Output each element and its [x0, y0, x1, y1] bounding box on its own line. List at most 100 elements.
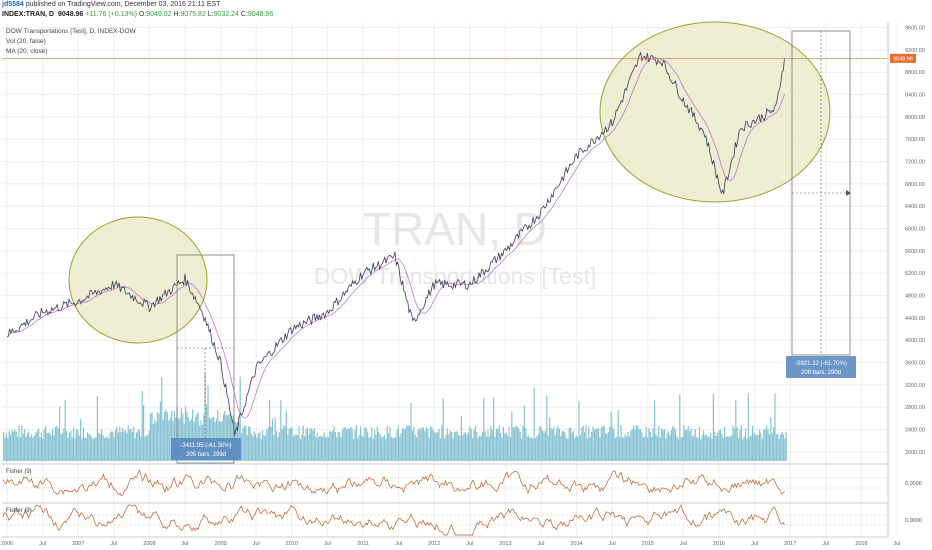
volume-bar [735, 399, 737, 461]
volume-bar [406, 425, 408, 461]
volume-bar [488, 436, 490, 461]
volume-bar [404, 428, 406, 461]
volume-bar [116, 426, 118, 461]
volume-bar [7, 437, 9, 461]
volume-bar [673, 427, 675, 461]
volume-bar [381, 437, 383, 461]
volume-bar [31, 434, 33, 461]
y-tick-label: 4800.00 [905, 294, 925, 300]
volume-bar [634, 429, 636, 461]
volume-bar [543, 433, 545, 461]
volume-bar [459, 435, 461, 461]
measure-1-bars: 205 bars, 299d [186, 452, 226, 458]
volume-bar [148, 430, 150, 461]
volume-bar [264, 435, 266, 461]
volume-bar [536, 436, 538, 461]
volume-bar [553, 426, 555, 461]
volume-bar [117, 432, 119, 461]
y-tick-label: 7200.00 [905, 160, 925, 166]
volume-bar [255, 434, 257, 461]
volume-bar [368, 437, 370, 461]
volume-bar [423, 427, 425, 461]
volume-bar [145, 435, 147, 461]
volume-bar [474, 426, 476, 461]
volume-bar [507, 435, 509, 461]
volume-bar [269, 399, 271, 461]
volume-bar [10, 435, 12, 461]
volume-bar [427, 429, 429, 461]
volume-bar [292, 436, 294, 461]
volume-bar [396, 430, 398, 461]
volume-bar [465, 432, 467, 461]
volume-bar [476, 431, 478, 461]
change-value: +11.76 (+0.13%) [85, 11, 137, 18]
volume-bar [4, 437, 6, 461]
volume-bar [388, 433, 390, 461]
volume-bar [637, 425, 639, 461]
highlight-ellipse-2008 [68, 216, 208, 344]
volume-bar [511, 411, 513, 461]
x-tick-label: 2015 [642, 541, 654, 547]
volume-bar [312, 430, 314, 461]
volume-bar [676, 436, 678, 461]
volume-bar [99, 434, 101, 461]
volume-bar [571, 432, 573, 461]
volume-bar [137, 429, 139, 461]
volume-bar [276, 431, 278, 461]
volume-bar [316, 432, 318, 461]
volume-bar [78, 435, 80, 461]
volume-bar [729, 436, 731, 461]
volume-bar [94, 437, 96, 461]
x-tick-label: Jul [609, 541, 616, 547]
volume-bar [311, 428, 313, 461]
volume-bar [353, 438, 355, 461]
volume-bar [417, 430, 419, 461]
volume-bar [241, 432, 243, 461]
volume-bar [703, 430, 705, 461]
volume-bar [633, 425, 635, 461]
volume-bar [574, 438, 576, 461]
volume-bar [518, 428, 520, 461]
volume-bar [550, 428, 552, 461]
volume-bar [655, 433, 657, 461]
volume-bar [340, 437, 342, 461]
y-tick-label: 7600.00 [905, 137, 925, 143]
volume-bar [672, 426, 674, 461]
volume-bar [745, 428, 747, 461]
volume-bar [544, 430, 546, 461]
volume-bar [441, 425, 443, 461]
legend-ma[interactable]: MA (20, close) [6, 48, 48, 55]
volume-bar [785, 431, 787, 461]
volume-bar [602, 426, 604, 461]
legend-vol[interactable]: Vol (20, false) [6, 38, 46, 45]
open-value: 9049.02 [146, 11, 172, 18]
legend-title[interactable]: DOW Transportations [Test], D, INDEX-DOW [6, 28, 136, 35]
volume-bar [494, 437, 496, 461]
volume-bar [721, 434, 723, 461]
volume-bar [185, 406, 187, 461]
volume-bar [451, 432, 453, 461]
volume-bar [658, 426, 660, 461]
x-tick-label: Jul [822, 541, 829, 547]
volume-bar [395, 437, 397, 461]
volume-bar [19, 437, 21, 461]
volume-bar [481, 431, 483, 461]
volume-bar [242, 428, 244, 461]
volume-bar [701, 434, 703, 461]
volume-bar [101, 428, 103, 461]
fisher-pane-2-zero-label: 0.0000 [905, 518, 922, 524]
volume-bar [726, 436, 728, 461]
volume-bar [266, 430, 268, 461]
volume-bar [630, 430, 632, 461]
volume-bar [123, 431, 125, 461]
author-link[interactable]: jd5584 [2, 1, 24, 8]
volume-bar [551, 429, 553, 461]
volume-bar [575, 435, 577, 461]
volume-bar [766, 425, 768, 461]
volume-bar [49, 432, 51, 461]
volume-bar [613, 429, 615, 461]
volume-bar [696, 437, 698, 461]
volume-bar [33, 435, 35, 461]
volume-bar [127, 425, 129, 461]
